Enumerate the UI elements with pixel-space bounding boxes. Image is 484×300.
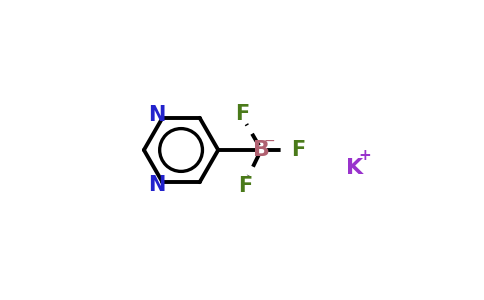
Text: F: F [238, 176, 252, 196]
Text: +: + [358, 148, 371, 164]
Text: F: F [291, 140, 305, 160]
Text: B: B [253, 140, 270, 160]
Text: −: − [264, 134, 275, 148]
Text: K: K [347, 158, 363, 178]
Text: N: N [149, 175, 166, 195]
Text: F: F [235, 104, 249, 124]
Text: N: N [149, 105, 166, 125]
